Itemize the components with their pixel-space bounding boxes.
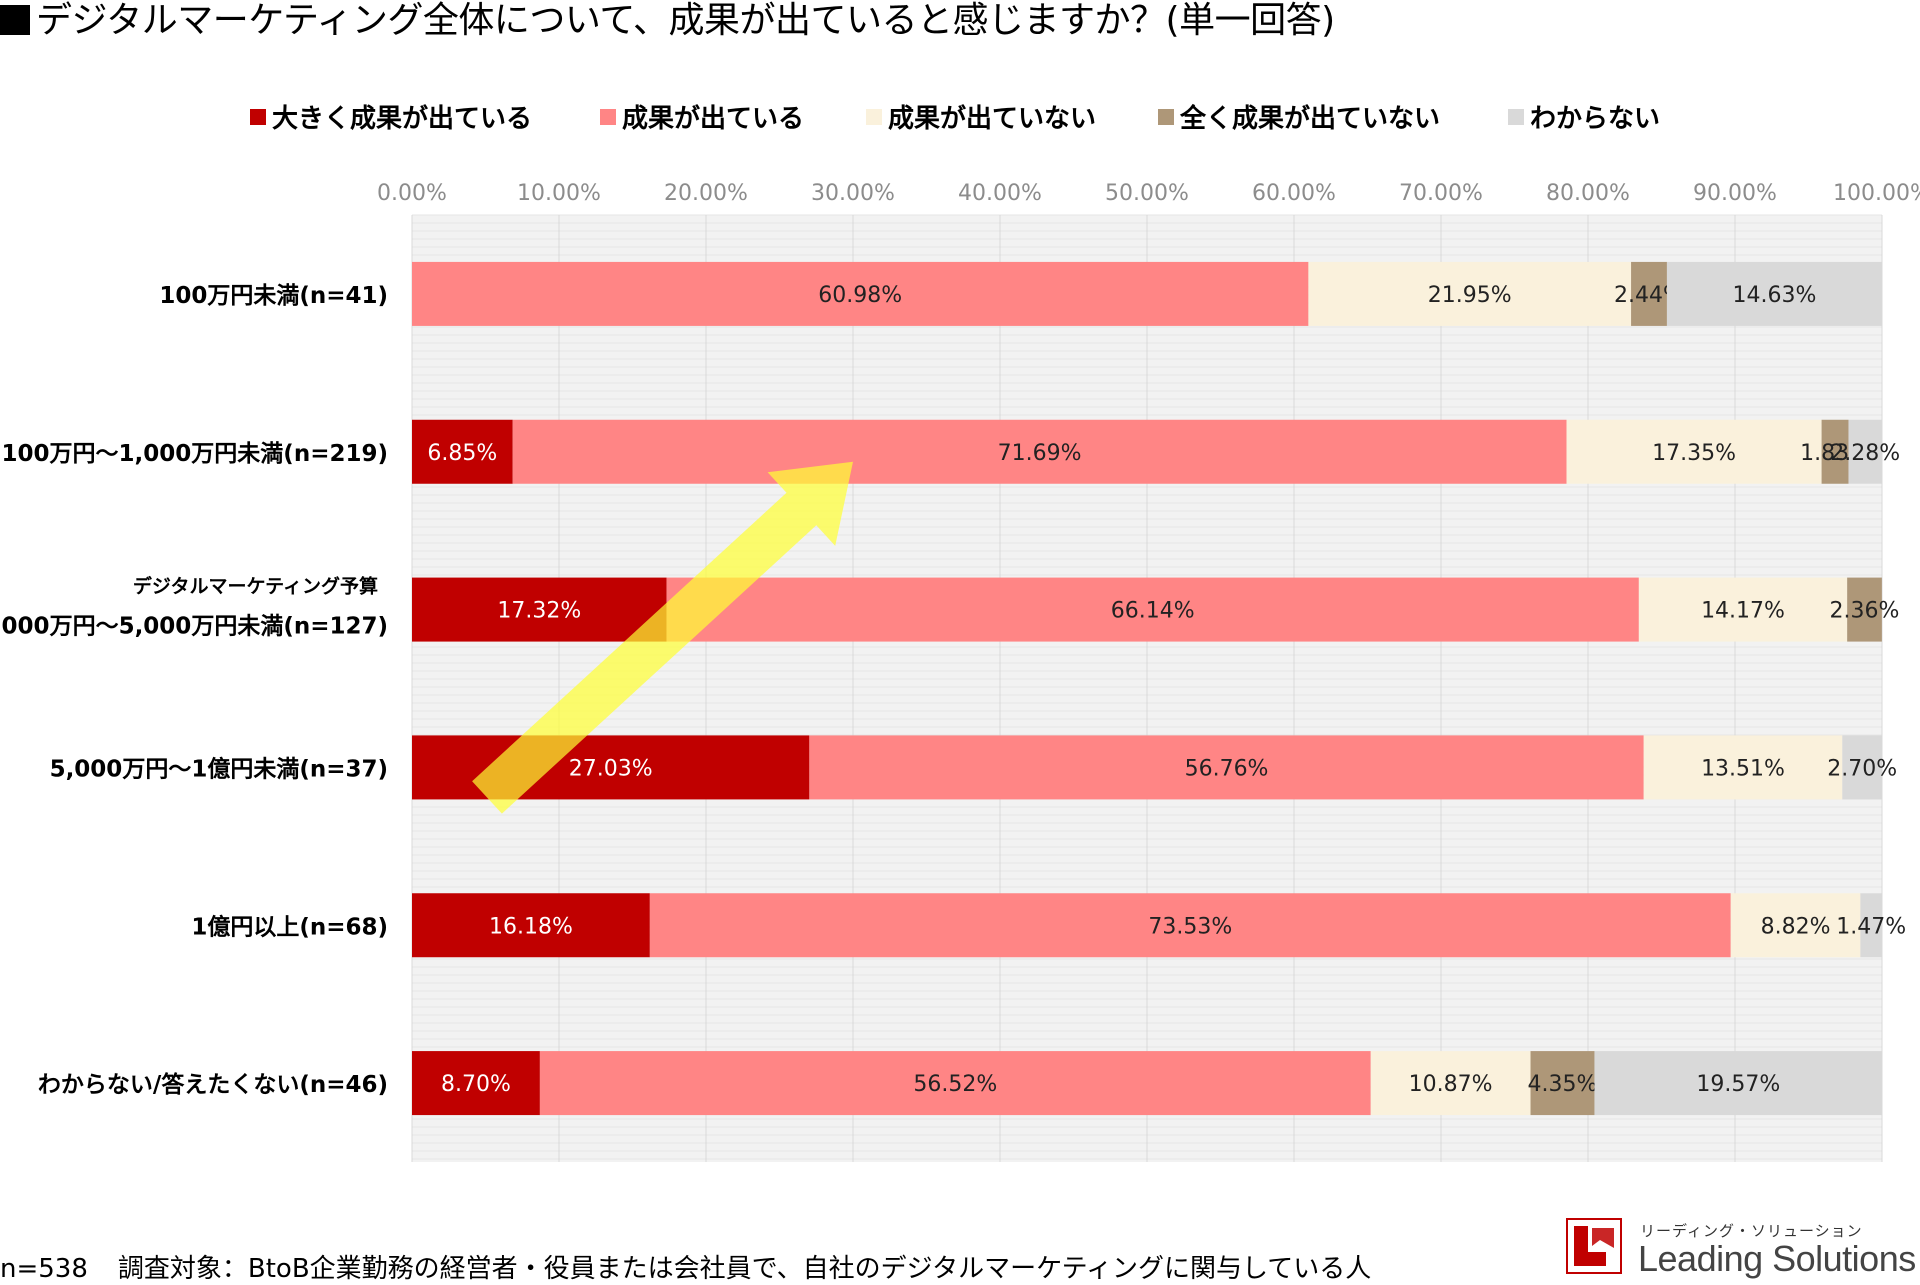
category-label: 100万円～1,000万円未満(n=219) [2,441,388,467]
bar-segment [1594,1051,1883,1116]
x-tick-label: 0.00% [377,181,447,206]
bar-segment [1860,893,1882,958]
category-label: 100万円未満(n=41) [159,283,388,309]
bar-segment [1638,577,1848,642]
survey-target: 調査対象：BtoB企業勤務の経営者・役員または会社員で、自社のデジタルマーケティ… [117,1254,1372,1284]
data-label: 14.63% [1733,283,1817,308]
legend-swatch [1508,108,1524,125]
bar-segment [412,735,810,800]
legend-label: 成果が出ている [622,104,805,134]
x-tick-label: 60.00% [1252,181,1336,206]
data-label: 71.69% [998,441,1082,466]
bar-segment [1821,419,1849,484]
bar-segment [512,419,1567,484]
bar-segment [1730,893,1861,958]
x-tick-label: 90.00% [1693,181,1777,206]
bar-segment [412,261,1309,326]
data-label: 56.76% [1185,756,1269,781]
data-label: 16.18% [489,914,573,939]
data-label: 60.98% [818,283,902,308]
data-label: 2.36% [1830,599,1900,624]
bar-segment [809,735,1644,800]
x-tick-label: 80.00% [1546,181,1630,206]
x-tick-label: 30.00% [811,181,895,206]
data-label: 66.14% [1111,599,1195,624]
chart-area: 0.00% 10.00% 20.00% 30.00% 40.00% 50.00% 60.00… [0,181,1920,1162]
x-tick-label: 40.00% [958,181,1042,206]
x-tick-label: 50.00% [1105,181,1189,206]
data-label: 19.57% [1696,1072,1780,1097]
logo-name: Leading Solutions [1638,1238,1916,1279]
legend-item: 大きく成果が出ている [250,98,532,135]
data-label: 8.70% [441,1072,511,1097]
company-logo: リーディング・ソリューション Leading Solutions [1566,1218,1920,1279]
page-title: デジタルマーケティング全体について、成果が出ていると感じますか？(単一回答) [0,0,1335,44]
category-label: デジタルマーケティング予算 [133,575,378,598]
bar-segment [649,893,1731,958]
trend-arrow [472,461,853,814]
data-label: 21.95% [1428,283,1512,308]
legend-item: 成果が出ていない [866,98,1096,135]
legend-swatch [866,108,882,125]
bar-segment [1530,1051,1595,1116]
bar-segment [412,577,667,642]
category-label: 1,000万円～5,000万円未満(n=127) [0,614,388,640]
sample-size: n=538 [0,1254,88,1284]
data-label: 27.03% [569,756,653,781]
x-tick-label: 20.00% [664,181,748,206]
bar-segment [1566,419,1822,484]
category-label: わからない/答えたくない(n=46) [38,1071,388,1098]
legend-item: 成果が出ている [600,98,804,135]
bar-segment [539,1051,1371,1116]
data-label: 73.53% [1148,914,1232,939]
bar-segment [1666,261,1882,326]
data-label: 8.82% [1761,914,1831,939]
logo-subtitle: リーディング・ソリューション [1640,1222,1863,1240]
legend-label: 大きく成果が出ている [272,104,533,134]
data-label: 10.87% [1409,1072,1493,1097]
x-tick-label: 70.00% [1399,181,1483,206]
legend-swatch [250,108,266,125]
chart-legend: 大きく成果が出ている 成果が出ている 成果が出ていない 全く成果が出ていない わからない [0,98,1920,138]
legend-swatch [1158,108,1174,125]
bar-segment [412,419,513,484]
bar-segment [1631,261,1667,326]
category-label: 1億円以上(n=68) [191,913,388,940]
x-tick-label: 100.00% [1833,181,1920,206]
title-text: デジタルマーケティング全体について、成果が出ていると感じますか？(単一回答) [36,0,1335,41]
bar-segment [1848,419,1882,484]
data-label: 1.47% [1836,914,1906,939]
logo-mark-icon [1566,1218,1622,1274]
bar-segment [412,893,650,958]
bar-segment [1643,735,1843,800]
data-label: 2.70% [1827,756,1897,781]
legend-swatch [600,108,616,125]
bar-segment [1308,261,1632,326]
legend-label: 全く成果が出ていない [1180,104,1441,134]
x-tick-label: 10.00% [517,181,601,206]
legend-label: 成果が出ていない [888,104,1097,134]
title-square-icon [0,5,30,35]
data-label: 6.85% [427,441,497,466]
bar-segment [1370,1051,1531,1116]
data-label: 17.35% [1652,441,1736,466]
category-label: 5,000万円～1億円未満(n=37) [50,755,388,782]
data-label: 17.32% [497,599,581,624]
footer-note: n=538 調査対象：BtoB企業勤務の経営者・役員または会社員で、自社のデジタル… [0,1248,1371,1285]
bar-segment [1847,577,1882,642]
data-label: 13.51% [1701,756,1785,781]
data-label: 2.28% [1830,441,1900,466]
bar-segment [412,1051,540,1116]
bar-segment [666,577,1639,642]
data-label: 4.35% [1528,1072,1598,1097]
legend-label: わからない [1530,104,1661,134]
bar-segment [1842,735,1882,800]
data-label: 14.17% [1701,599,1785,624]
legend-item: 全く成果が出ていない [1158,98,1440,135]
legend-item: わからない [1508,98,1660,135]
data-label: 56.52% [913,1072,997,1097]
